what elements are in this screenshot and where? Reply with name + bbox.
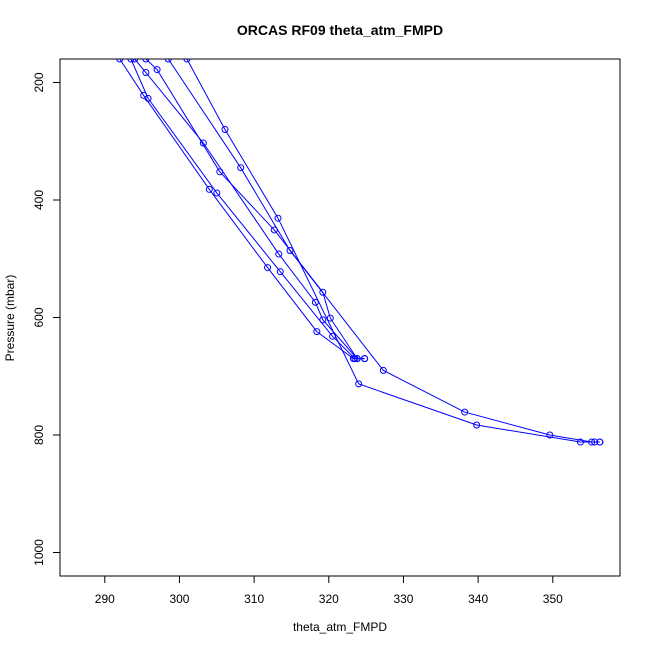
data-point [319,316,327,324]
series-line [134,59,358,359]
data-point [142,59,150,63]
data-point [142,69,150,77]
y-axis-title: Pressure (mbar) [3,275,17,362]
series-line [145,59,358,359]
data-point [205,185,213,193]
x-tick-label: 350 [543,592,563,606]
data-point [576,438,584,446]
data-point [116,59,124,63]
x-axis: 290 300 310 320 330 340 350 [95,576,563,606]
series-layer [116,59,604,446]
data-point [144,94,152,102]
data-point [313,328,321,336]
data-point [237,164,245,172]
data-point [353,355,361,363]
series-6 [183,59,604,446]
data-point [546,431,554,439]
x-tick-label: 320 [319,592,339,606]
data-point [596,438,604,446]
series-5 [164,59,604,446]
data-point [286,247,294,255]
series-line [130,59,365,360]
series-line [167,59,600,443]
series-line [119,59,365,360]
data-point [326,314,334,322]
y-tick-label: 800 [32,425,46,445]
x-tick-label: 290 [95,592,115,606]
data-point [275,250,283,258]
data-point [276,268,284,276]
data-point [164,59,172,63]
data-point [213,189,221,197]
data-point [591,438,599,446]
x-axis-title: theta_atm_FMPD [293,620,387,634]
data-point [361,355,369,363]
data-point [131,59,139,63]
chart-title: ORCAS RF09 theta_atm_FMPD [237,22,443,38]
x-tick-label: 300 [169,592,189,606]
x-tick-label: 340 [468,592,488,606]
x-tick-label: 330 [393,592,413,606]
y-tick-label: 600 [32,307,46,327]
data-point [379,366,387,374]
y-axis: 200 400 600 800 1000 [32,72,60,566]
data-point [274,214,282,222]
series-4 [142,59,361,363]
data-point [153,66,161,74]
data-point [319,288,327,296]
data-point [311,298,319,306]
y-tick-label: 200 [32,72,46,92]
y-tick-label: 1000 [32,539,46,566]
data-point [461,408,469,416]
x-tick-label: 310 [244,592,264,606]
series-line [186,59,600,443]
data-point [264,264,272,272]
data-point [127,59,135,63]
data-point [199,139,207,147]
data-point [221,126,229,133]
data-point [183,59,191,63]
data-point [473,421,481,429]
y-tick-label: 400 [32,190,46,210]
plot-frame [59,58,621,577]
data-point [216,168,224,176]
data-point [355,380,363,388]
